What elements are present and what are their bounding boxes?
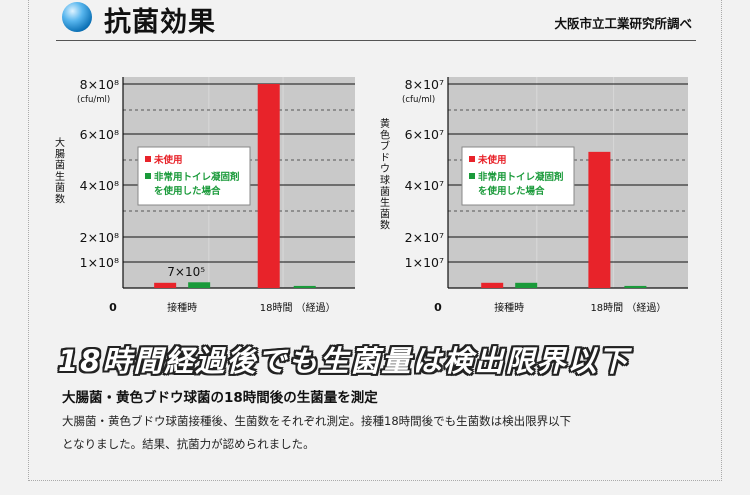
legend-swatch-treated (145, 173, 151, 179)
x-tick-label: 接種時 (494, 301, 524, 314)
legend-label-treated: 非常用トイレ凝固剤 (478, 171, 564, 183)
legend-label-untreated: 未使用 (477, 154, 507, 166)
y-tick-label: 8×10⁷ (405, 77, 444, 92)
source-note: 大阪市立工業研究所調べ (554, 16, 692, 31)
y-unit-label: (cfu/ml) (77, 95, 110, 105)
y-tick-label: 6×10⁷ (405, 127, 444, 142)
subhead: 大腸菌・黄色ブドウ球菌の18時間後の生菌量を測定 (62, 390, 378, 406)
title-rule (56, 40, 696, 41)
legend-box (137, 146, 251, 206)
blue-ball-icon (62, 2, 92, 32)
y-tick-label: 8×10⁸ (80, 77, 119, 92)
y-axis-label-char: 数 (380, 219, 390, 232)
y-tick-label: 0 (434, 301, 442, 314)
y-axis-label-char: 菌 (380, 208, 390, 220)
y-axis-label-char: 腸 (55, 148, 65, 160)
y-tick-label: 1×10⁷ (405, 255, 444, 270)
bar-untreated (257, 84, 280, 288)
y-axis-label-char: 生 (55, 170, 65, 183)
page-title: 抗菌効果 (104, 7, 216, 38)
y-tick-label: 2×10⁸ (80, 230, 119, 245)
body-line-2: となりました。結果、抗菌力が認められました。 (62, 437, 315, 451)
bar-treated (624, 285, 647, 288)
legend-swatch-treated (469, 173, 475, 179)
y-axis-label-char: 菌 (55, 182, 65, 194)
legend-label-untreated: 未使用 (153, 154, 183, 166)
y-unit-label: (cfu/ml) (402, 95, 435, 105)
headline: 18時間経過後でも生菌量は検出限界以下 (58, 344, 630, 378)
y-tick-label: 2×10⁷ (405, 230, 444, 245)
legend-swatch-untreated (469, 156, 475, 162)
x-tick-label: 接種時 (167, 301, 197, 314)
bar-untreated (154, 282, 177, 288)
y-axis-label-char: 数 (55, 193, 65, 206)
annotation-label: 7×10⁵ (167, 265, 205, 279)
legend-label-treated: を使用した場合 (154, 185, 221, 197)
y-axis-label-char: 球 (380, 174, 390, 187)
body-line-1: 大腸菌・黄色ブドウ球菌接種後、生菌数をそれぞれ測定。接種18時間後でも生菌数は検… (62, 414, 572, 428)
bar-treated (293, 285, 316, 288)
x-tick-label: 18時間 （経過） (590, 301, 666, 314)
legend-label-treated: を使用した場合 (478, 185, 545, 197)
y-tick-label: 4×10⁸ (80, 178, 119, 193)
y-axis-label-char: 黄 (380, 117, 390, 130)
y-axis-label-char: 生 (380, 196, 390, 209)
bar-treated (188, 282, 211, 288)
legend-box (461, 146, 575, 206)
y-tick-label: 0 (109, 301, 117, 314)
y-axis-label-char: ド (380, 153, 390, 164)
legend-swatch-untreated (145, 156, 151, 162)
legend-label-treated: 非常用トイレ凝固剤 (154, 171, 240, 183)
y-axis-label-char: 菌 (55, 160, 65, 172)
x-tick-label: 18時間 （経過） (260, 301, 336, 314)
y-axis-label-char: 菌 (380, 186, 390, 198)
y-tick-label: 6×10⁸ (80, 127, 119, 142)
page-frame (28, 0, 722, 481)
bar-untreated (481, 282, 504, 288)
bar-untreated (588, 151, 611, 288)
y-axis-label-char: ウ (380, 163, 390, 175)
y-tick-label: 4×10⁷ (405, 178, 444, 193)
charts-svg: 01×10⁸2×10⁸4×10⁸6×10⁸8×10⁸(cfu/ml)大腸菌生菌数… (55, 77, 688, 314)
bar-treated (515, 282, 538, 288)
y-tick-label: 1×10⁸ (80, 255, 119, 270)
y-axis-label-char: 色 (380, 128, 390, 141)
y-axis-label-char: 大 (55, 136, 65, 149)
y-axis-label-char: ブ (380, 140, 390, 153)
